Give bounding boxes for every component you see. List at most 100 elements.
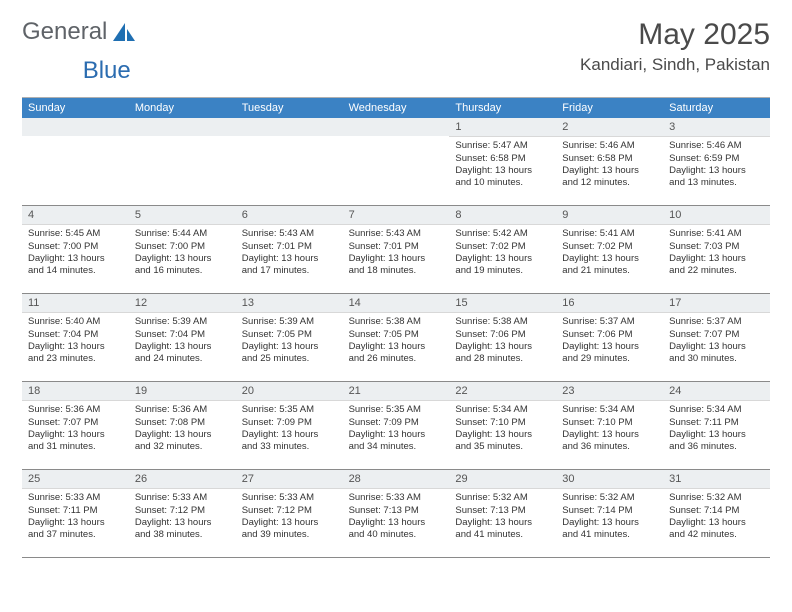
sunset-text: Sunset: 7:08 PM: [135, 417, 230, 429]
daylight-text: Daylight: 13 hours and 21 minutes.: [562, 253, 657, 278]
day-number: 7: [343, 206, 450, 225]
sunrise-text: Sunrise: 5:47 AM: [455, 140, 550, 152]
day-body: Sunrise: 5:33 AMSunset: 7:11 PMDaylight:…: [22, 489, 129, 545]
day-body: Sunrise: 5:35 AMSunset: 7:09 PMDaylight:…: [343, 401, 450, 457]
day-cell: 12Sunrise: 5:39 AMSunset: 7:04 PMDayligh…: [129, 294, 236, 381]
sunset-text: Sunset: 7:09 PM: [242, 417, 337, 429]
logo-sail-icon: [111, 21, 137, 43]
sunrise-text: Sunrise: 5:38 AM: [349, 316, 444, 328]
day-cell: 4Sunrise: 5:45 AMSunset: 7:00 PMDaylight…: [22, 206, 129, 293]
day-number: 29: [449, 470, 556, 489]
day-cell: [22, 118, 129, 205]
day-body: Sunrise: 5:33 AMSunset: 7:12 PMDaylight:…: [129, 489, 236, 545]
sunset-text: Sunset: 7:00 PM: [135, 241, 230, 253]
title-block: May 2025 Kandiari, Sindh, Pakistan: [580, 18, 770, 75]
sunset-text: Sunset: 7:04 PM: [28, 329, 123, 341]
day-number: 1: [449, 118, 556, 137]
location-text: Kandiari, Sindh, Pakistan: [580, 55, 770, 75]
daylight-text: Daylight: 13 hours and 19 minutes.: [455, 253, 550, 278]
sunrise-text: Sunrise: 5:38 AM: [455, 316, 550, 328]
daylight-text: Daylight: 13 hours and 40 minutes.: [349, 517, 444, 542]
sunset-text: Sunset: 7:01 PM: [349, 241, 444, 253]
sunrise-text: Sunrise: 5:46 AM: [562, 140, 657, 152]
day-cell: 8Sunrise: 5:42 AMSunset: 7:02 PMDaylight…: [449, 206, 556, 293]
sunset-text: Sunset: 7:06 PM: [455, 329, 550, 341]
weekday-header: Tuesday: [236, 98, 343, 118]
day-cell: 3Sunrise: 5:46 AMSunset: 6:59 PMDaylight…: [663, 118, 770, 205]
sunset-text: Sunset: 6:59 PM: [669, 153, 764, 165]
sunset-text: Sunset: 7:00 PM: [28, 241, 123, 253]
day-number: 2: [556, 118, 663, 137]
sunset-text: Sunset: 7:01 PM: [242, 241, 337, 253]
sunrise-text: Sunrise: 5:34 AM: [669, 404, 764, 416]
day-number: 21: [343, 382, 450, 401]
daylight-text: Daylight: 13 hours and 33 minutes.: [242, 429, 337, 454]
day-body: Sunrise: 5:45 AMSunset: 7:00 PMDaylight:…: [22, 225, 129, 281]
empty-day-band: [236, 118, 343, 136]
sunset-text: Sunset: 7:11 PM: [28, 505, 123, 517]
logo-word-2: Blue: [83, 57, 131, 85]
day-body: Sunrise: 5:34 AMSunset: 7:11 PMDaylight:…: [663, 401, 770, 457]
sunrise-text: Sunrise: 5:37 AM: [669, 316, 764, 328]
daylight-text: Daylight: 13 hours and 32 minutes.: [135, 429, 230, 454]
day-number: 25: [22, 470, 129, 489]
day-number: 20: [236, 382, 343, 401]
sunrise-text: Sunrise: 5:41 AM: [562, 228, 657, 240]
day-number: 23: [556, 382, 663, 401]
day-body: Sunrise: 5:40 AMSunset: 7:04 PMDaylight:…: [22, 313, 129, 369]
daylight-text: Daylight: 13 hours and 41 minutes.: [562, 517, 657, 542]
day-cell: 25Sunrise: 5:33 AMSunset: 7:11 PMDayligh…: [22, 470, 129, 557]
sunrise-text: Sunrise: 5:43 AM: [242, 228, 337, 240]
sunrise-text: Sunrise: 5:37 AM: [562, 316, 657, 328]
day-cell: 28Sunrise: 5:33 AMSunset: 7:13 PMDayligh…: [343, 470, 450, 557]
day-body: Sunrise: 5:41 AMSunset: 7:02 PMDaylight:…: [556, 225, 663, 281]
sunrise-text: Sunrise: 5:34 AM: [562, 404, 657, 416]
sunset-text: Sunset: 7:02 PM: [562, 241, 657, 253]
day-cell: 19Sunrise: 5:36 AMSunset: 7:08 PMDayligh…: [129, 382, 236, 469]
day-cell: 7Sunrise: 5:43 AMSunset: 7:01 PMDaylight…: [343, 206, 450, 293]
day-number: 24: [663, 382, 770, 401]
day-cell: 11Sunrise: 5:40 AMSunset: 7:04 PMDayligh…: [22, 294, 129, 381]
empty-day-band: [343, 118, 450, 136]
weekday-header: Saturday: [663, 98, 770, 118]
daylight-text: Daylight: 13 hours and 39 minutes.: [242, 517, 337, 542]
sunset-text: Sunset: 7:10 PM: [562, 417, 657, 429]
day-body: Sunrise: 5:32 AMSunset: 7:14 PMDaylight:…: [556, 489, 663, 545]
empty-day-band: [22, 118, 129, 136]
day-cell: 9Sunrise: 5:41 AMSunset: 7:02 PMDaylight…: [556, 206, 663, 293]
day-number: 8: [449, 206, 556, 225]
day-body: Sunrise: 5:47 AMSunset: 6:58 PMDaylight:…: [449, 137, 556, 193]
sunset-text: Sunset: 6:58 PM: [562, 153, 657, 165]
day-body: Sunrise: 5:35 AMSunset: 7:09 PMDaylight:…: [236, 401, 343, 457]
day-cell: 18Sunrise: 5:36 AMSunset: 7:07 PMDayligh…: [22, 382, 129, 469]
daylight-text: Daylight: 13 hours and 12 minutes.: [562, 165, 657, 190]
day-number: 3: [663, 118, 770, 137]
daylight-text: Daylight: 13 hours and 25 minutes.: [242, 341, 337, 366]
daylight-text: Daylight: 13 hours and 18 minutes.: [349, 253, 444, 278]
day-body: Sunrise: 5:43 AMSunset: 7:01 PMDaylight:…: [343, 225, 450, 281]
sunset-text: Sunset: 7:07 PM: [28, 417, 123, 429]
logo: General: [22, 18, 139, 46]
sunrise-text: Sunrise: 5:35 AM: [349, 404, 444, 416]
sunrise-text: Sunrise: 5:32 AM: [455, 492, 550, 504]
day-number: 15: [449, 294, 556, 313]
sunrise-text: Sunrise: 5:45 AM: [28, 228, 123, 240]
week-row: 1Sunrise: 5:47 AMSunset: 6:58 PMDaylight…: [22, 118, 770, 206]
sunrise-text: Sunrise: 5:44 AM: [135, 228, 230, 240]
day-number: 26: [129, 470, 236, 489]
day-number: 31: [663, 470, 770, 489]
weekday-header: Friday: [556, 98, 663, 118]
daylight-text: Daylight: 13 hours and 16 minutes.: [135, 253, 230, 278]
day-number: 18: [22, 382, 129, 401]
day-cell: 13Sunrise: 5:39 AMSunset: 7:05 PMDayligh…: [236, 294, 343, 381]
daylight-text: Daylight: 13 hours and 34 minutes.: [349, 429, 444, 454]
sunrise-text: Sunrise: 5:32 AM: [562, 492, 657, 504]
day-number: 22: [449, 382, 556, 401]
day-body: Sunrise: 5:43 AMSunset: 7:01 PMDaylight:…: [236, 225, 343, 281]
day-cell: 27Sunrise: 5:33 AMSunset: 7:12 PMDayligh…: [236, 470, 343, 557]
sunset-text: Sunset: 7:13 PM: [349, 505, 444, 517]
sunrise-text: Sunrise: 5:42 AM: [455, 228, 550, 240]
sunrise-text: Sunrise: 5:33 AM: [349, 492, 444, 504]
day-number: 12: [129, 294, 236, 313]
month-title: May 2025: [580, 18, 770, 51]
